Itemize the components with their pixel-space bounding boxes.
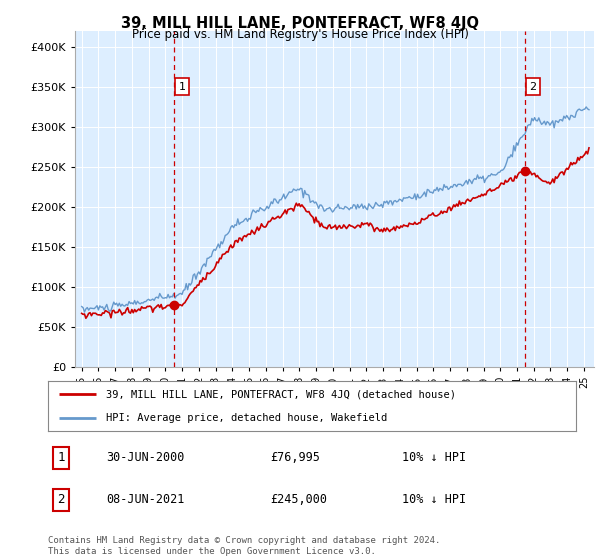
Text: 10% ↓ HPI: 10% ↓ HPI bbox=[402, 493, 466, 506]
Text: £76,995: £76,995 bbox=[270, 451, 320, 464]
Text: Contains HM Land Registry data © Crown copyright and database right 2024.
This d: Contains HM Land Registry data © Crown c… bbox=[48, 536, 440, 556]
Text: 1: 1 bbox=[58, 451, 65, 464]
Text: 10% ↓ HPI: 10% ↓ HPI bbox=[402, 451, 466, 464]
Text: 30-JUN-2000: 30-JUN-2000 bbox=[106, 451, 184, 464]
Text: 2: 2 bbox=[58, 493, 65, 506]
Text: 1: 1 bbox=[179, 82, 186, 92]
Text: HPI: Average price, detached house, Wakefield: HPI: Average price, detached house, Wake… bbox=[106, 413, 388, 423]
Text: Price paid vs. HM Land Registry's House Price Index (HPI): Price paid vs. HM Land Registry's House … bbox=[131, 28, 469, 41]
Text: 39, MILL HILL LANE, PONTEFRACT, WF8 4JQ: 39, MILL HILL LANE, PONTEFRACT, WF8 4JQ bbox=[121, 16, 479, 31]
Text: 2: 2 bbox=[530, 82, 536, 92]
Text: £245,000: £245,000 bbox=[270, 493, 327, 506]
Text: 39, MILL HILL LANE, PONTEFRACT, WF8 4JQ (detached house): 39, MILL HILL LANE, PONTEFRACT, WF8 4JQ … bbox=[106, 389, 456, 399]
Text: 08-JUN-2021: 08-JUN-2021 bbox=[106, 493, 184, 506]
